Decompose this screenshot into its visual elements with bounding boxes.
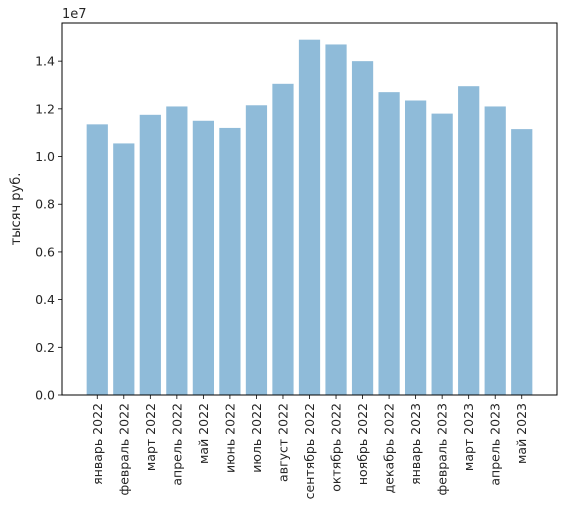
bar	[458, 86, 480, 395]
bar	[272, 83, 294, 396]
y-offset-text: 1e7	[62, 7, 87, 22]
y-tick-label: 0.6	[35, 244, 55, 259]
bar	[166, 106, 188, 395]
x-tick-label: декабрь 2022	[382, 403, 397, 493]
y-tick-label: 1.2	[35, 101, 55, 116]
x-tick-label: февраль 2022	[116, 403, 131, 495]
bar	[113, 143, 135, 395]
x-tick-label: июль 2022	[249, 403, 264, 473]
bar	[192, 120, 214, 396]
plot-frame	[61, 22, 558, 396]
x-tick-label: май 2022	[196, 403, 211, 464]
bar	[86, 124, 108, 395]
x-tick-label: октябрь 2022	[329, 403, 344, 492]
y-tick-label: 1.0	[35, 149, 55, 164]
y-tick-label: 0.4	[35, 292, 55, 307]
bar	[139, 114, 161, 396]
x-tick-label: август 2022	[275, 403, 290, 482]
y-tick-label: 0.2	[35, 340, 55, 355]
y-tick-label: 1.4	[35, 54, 55, 69]
x-tick-label: январь 2023	[408, 403, 423, 485]
bar	[484, 106, 506, 395]
y-tick-label: 0.8	[35, 197, 55, 212]
x-tick-label: июнь 2022	[222, 403, 237, 473]
bar	[245, 105, 268, 396]
bar	[351, 61, 374, 396]
bar	[325, 44, 347, 395]
x-axis: январь 2022 февраль 2022 март 2022 апрель 2…	[90, 395, 529, 499]
x-tick-label: ноябрь 2022	[355, 403, 370, 485]
x-tick-label: апрель 2022	[169, 403, 184, 486]
bar	[511, 129, 533, 395]
bar	[219, 127, 241, 395]
bar	[378, 92, 400, 396]
x-tick-label: сентябрь 2022	[302, 403, 317, 499]
x-tick-label: март 2023	[461, 403, 476, 471]
x-tick-label: январь 2022	[90, 403, 105, 485]
y-axis-label: тысяч руб.	[9, 173, 24, 246]
x-tick-label: апрель 2023	[488, 403, 503, 486]
x-tick-label: май 2023	[514, 403, 529, 464]
x-tick-label: февраль 2023	[435, 403, 450, 495]
y-axis: 0.0 0.2 0.4 0.6 0.8 1.0 1.2 1.4	[35, 54, 62, 403]
y-tick-label: 0.0	[35, 388, 55, 403]
bar	[431, 113, 453, 395]
bars-group	[86, 39, 533, 396]
bar	[298, 39, 321, 395]
x-tick-label: март 2022	[143, 403, 158, 471]
bar	[405, 100, 427, 395]
